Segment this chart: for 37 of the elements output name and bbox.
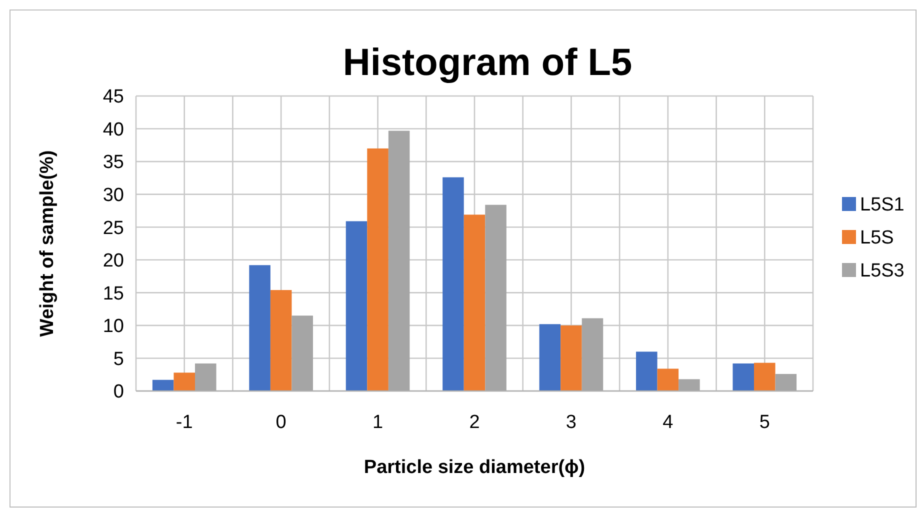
x-axis-title: Particle size diameter(ϕ) [364,457,586,478]
y-tick-label: 10 [102,316,124,338]
y-tick-label: 30 [102,184,124,206]
x-tick-label: 4 [662,412,674,433]
y-axis-title: Weight of sample(%) [37,150,58,337]
bar [657,368,679,391]
legend-label: L5S3 [860,260,904,282]
x-tick-label: 1 [372,412,384,433]
x-tick-label: 5 [759,412,770,433]
x-tick-label: 3 [566,412,577,433]
y-tick-label: 40 [102,119,124,140]
bar [174,372,195,391]
bar [754,362,776,391]
legend-label: L5S1 [860,194,904,216]
x-tick-label: 2 [469,412,480,433]
y-tick-label: 45 [102,86,124,108]
y-tick-label: 20 [102,250,124,272]
bar [442,177,464,391]
bar [249,265,270,391]
bar [732,363,754,391]
bar [270,290,292,391]
bar [367,148,388,391]
y-tick-label: 5 [113,348,124,370]
bar [464,214,486,391]
legend-label: L5S [860,228,894,249]
bar [346,221,368,391]
x-tick-label: -1 [176,412,193,433]
bar [560,325,582,391]
y-tick-label: 0 [113,382,124,403]
x-tick-label: 0 [276,412,286,433]
bar [636,352,658,391]
chart-title: Histogram of L5 [342,42,632,84]
bar [539,324,561,391]
y-tick-label: 35 [102,152,124,174]
y-tick-label: 25 [102,218,124,239]
y-tick-label: 15 [102,283,124,304]
bar [152,380,174,391]
